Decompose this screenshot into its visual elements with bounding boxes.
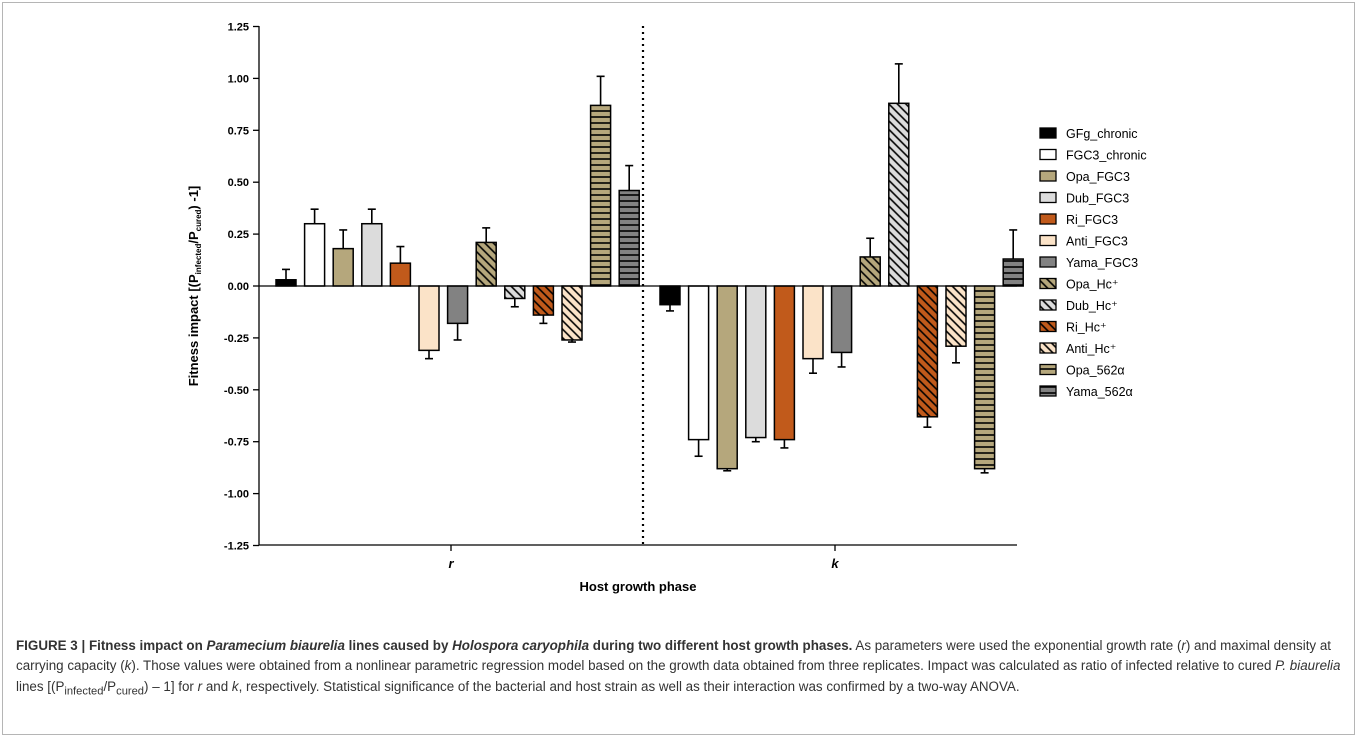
- y-tick-label: -0.75: [224, 437, 249, 449]
- bar-yama-562-r: [618, 189, 640, 287]
- bar-dub-fgc3-r: [361, 222, 383, 287]
- legend-swatch-opa-562: [1039, 363, 1057, 376]
- bar-yama-fgc3-r: [446, 285, 469, 325]
- legend-label-dub-hc: Dub_Hc⁺: [1066, 299, 1118, 313]
- legend-label-gfg-chronic: GFg_chronic: [1066, 127, 1138, 141]
- legend-swatch-ri-hc: [1039, 320, 1057, 333]
- legend-swatch-yama-fgc3: [1039, 256, 1057, 268]
- y-tick-label: -0.25: [224, 333, 249, 345]
- legend-label-dub-fgc3: Dub_FGC3: [1066, 192, 1129, 206]
- legend-label-ri-fgc3: Ri_FGC3: [1066, 213, 1118, 227]
- bar-opa-fgc3-r: [332, 247, 354, 287]
- legend-swatch-opa-hc: [1039, 277, 1057, 290]
- y-tick-label: 0.50: [228, 177, 249, 189]
- bar-anti-fgc3-k: [802, 285, 824, 360]
- bar-ri-fgc3-k: [773, 285, 796, 441]
- bar-fgc3-chronic-r: [303, 222, 326, 287]
- legend-label-opa-fgc3: Opa_FGC3: [1066, 170, 1130, 184]
- y-axis-title: Fitness impact [(Pinfected/Pcured) -1]: [186, 186, 203, 387]
- bar-opa-562-r: [589, 104, 612, 287]
- legend-label-yama-562: Yama_562α: [1066, 385, 1133, 399]
- legend-swatch-anti-hc: [1039, 342, 1057, 354]
- legend-label-fgc3-chronic: FGC3_chronic: [1066, 149, 1147, 163]
- legend-label-opa-562: Opa_562α: [1066, 364, 1125, 378]
- bar-dub-hc-r: [504, 285, 526, 300]
- bar-opa-fgc3-k: [716, 285, 738, 470]
- legend-label-anti-hc: Anti_Hc⁺: [1066, 342, 1116, 356]
- y-tick-label: -0.50: [224, 385, 249, 397]
- legend-label-yama-fgc3: Yama_FGC3: [1066, 256, 1138, 270]
- bar-gfg-chronic-k: [659, 285, 681, 306]
- legend-swatch-dub-hc: [1039, 299, 1057, 311]
- legend-label-opa-hc: Opa_Hc⁺: [1066, 278, 1118, 292]
- legend-swatch-yama-562: [1039, 385, 1057, 397]
- figure-caption: FIGURE 3 | Fitness impact on Paramecium …: [16, 636, 1346, 702]
- y-ticks: 1.25 1.00 0.75 0.50 0.25 0.00 -0.25 -0.50 -0.75 -…: [224, 22, 259, 553]
- x-tick-label-k: k: [831, 556, 839, 571]
- legend-swatch-anti-fgc3: [1039, 234, 1057, 247]
- legend: GFg_chronic FGC3_chronic Opa_FGC3 Dub_FGC3 R…: [1039, 127, 1147, 399]
- y-tick-label: 1.00: [228, 73, 249, 85]
- x-axis-title: Host growth phase: [579, 579, 696, 594]
- bar-opa-hc-r: [475, 241, 497, 287]
- legend-swatch-fgc3-chronic: [1039, 148, 1057, 161]
- bar-opa-562-k: [973, 285, 996, 470]
- y-tick-label: -1.25: [224, 541, 249, 553]
- bar-ri-hc-k: [916, 285, 939, 418]
- bar-gfg-chronic-r: [275, 279, 297, 287]
- y-tick-label: 1.25: [228, 22, 249, 34]
- bar-fgc3-chronic-k: [687, 285, 710, 441]
- caption-body: As parameters were used the exponential …: [16, 638, 1341, 698]
- bar-opa-hc-k: [859, 256, 881, 287]
- bar-yama-fgc3-k: [830, 285, 853, 354]
- y-tick-label: 0.75: [228, 125, 249, 137]
- bar-dub-hc-k: [888, 102, 910, 287]
- bar-ri-hc-r: [532, 285, 555, 316]
- bar-yama-562-k: [1002, 258, 1024, 287]
- legend-swatch-gfg-chronic: [1039, 127, 1057, 139]
- legend-swatch-opa-fgc3: [1039, 170, 1057, 182]
- y-tick-label: 0.00: [228, 281, 249, 293]
- bar-ri-fgc3-r: [389, 262, 412, 287]
- bar-anti-hc-r: [561, 285, 583, 341]
- caption-title: FIGURE 3 | Fitness impact on Paramecium …: [16, 638, 853, 653]
- legend-label-anti-fgc3: Anti_FGC3: [1066, 235, 1128, 249]
- bar-chart: 1.25 1.00 0.75 0.50 0.25 0.00 -0.25 -0.50 -0.75 -…: [186, 22, 1147, 595]
- y-tick-label: -1.00: [224, 489, 249, 501]
- plot-area: [275, 63, 1024, 474]
- bar-anti-fgc3-r: [418, 285, 440, 352]
- bar-anti-hc-k: [945, 285, 967, 347]
- y-tick-label: 0.25: [228, 229, 249, 241]
- legend-swatch-ri-fgc3: [1039, 213, 1057, 225]
- x-tick-label-r: r: [448, 556, 454, 571]
- bar-dub-fgc3-k: [745, 285, 767, 439]
- legend-label-ri-hc: Ri_Hc⁺: [1066, 321, 1107, 335]
- legend-swatch-dub-fgc3: [1039, 191, 1057, 204]
